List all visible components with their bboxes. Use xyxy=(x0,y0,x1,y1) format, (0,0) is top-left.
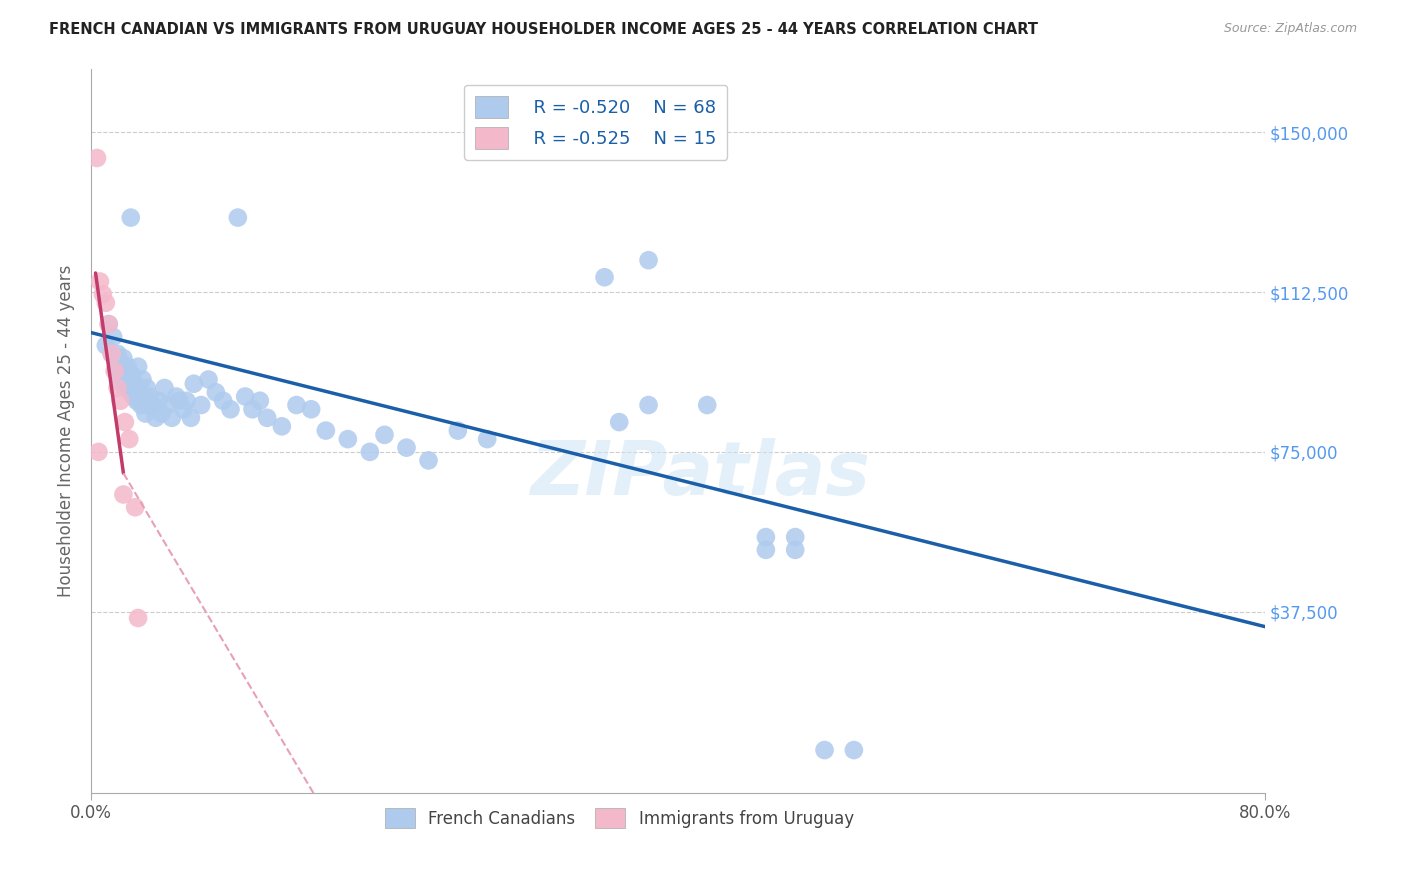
Point xyxy=(138,398,160,412)
Text: FRENCH CANADIAN VS IMMIGRANTS FROM URUGUAY HOUSEHOLDER INCOME AGES 25 - 44 YEARS: FRENCH CANADIAN VS IMMIGRANTS FROM URUGU… xyxy=(49,22,1038,37)
Point xyxy=(132,393,155,408)
Point xyxy=(107,347,129,361)
Point xyxy=(150,407,173,421)
Point xyxy=(148,393,170,408)
Point xyxy=(110,355,132,369)
Legend: French Canadians, Immigrants from Uruguay: French Canadians, Immigrants from Urugua… xyxy=(378,801,860,835)
Point xyxy=(226,211,249,225)
Point xyxy=(395,441,418,455)
Point xyxy=(359,445,381,459)
Point xyxy=(173,402,195,417)
Point xyxy=(129,398,152,412)
Point xyxy=(118,432,141,446)
Point xyxy=(118,372,141,386)
Y-axis label: Householder Income Ages 25 - 44 years: Householder Income Ages 25 - 44 years xyxy=(58,264,75,597)
Point xyxy=(256,410,278,425)
Point xyxy=(813,743,835,757)
Point xyxy=(755,530,778,544)
Point xyxy=(94,338,117,352)
Point xyxy=(104,364,127,378)
Point xyxy=(285,398,308,412)
Point xyxy=(180,410,202,425)
Point xyxy=(94,295,117,310)
Point xyxy=(197,372,219,386)
Point xyxy=(131,372,153,386)
Text: ZIPatlas: ZIPatlas xyxy=(531,438,872,510)
Point xyxy=(637,398,659,412)
Point xyxy=(125,393,148,408)
Point xyxy=(127,359,149,374)
Point xyxy=(105,359,128,374)
Point xyxy=(477,432,499,446)
Point xyxy=(91,287,114,301)
Point xyxy=(156,398,179,412)
Point xyxy=(86,151,108,165)
Point xyxy=(115,381,138,395)
Point xyxy=(114,364,136,378)
Point xyxy=(242,402,264,417)
Point xyxy=(637,253,659,268)
Point xyxy=(122,390,145,404)
Point xyxy=(124,500,146,515)
Point xyxy=(124,376,146,391)
Point xyxy=(104,351,127,366)
Point xyxy=(607,415,630,429)
Point xyxy=(785,542,807,557)
Point xyxy=(112,487,135,501)
Point xyxy=(100,347,122,361)
Point xyxy=(183,376,205,391)
Point xyxy=(145,410,167,425)
Point xyxy=(336,432,359,446)
Point xyxy=(101,330,124,344)
Point xyxy=(89,275,111,289)
Point xyxy=(97,317,120,331)
Point xyxy=(373,427,395,442)
Point xyxy=(111,376,134,391)
Point xyxy=(128,385,150,400)
Point xyxy=(233,390,256,404)
Point xyxy=(134,407,156,421)
Point xyxy=(117,359,139,374)
Point xyxy=(212,393,235,408)
Point xyxy=(120,385,142,400)
Point xyxy=(153,381,176,395)
Point xyxy=(842,743,865,757)
Point xyxy=(87,445,110,459)
Point xyxy=(755,542,778,557)
Point xyxy=(299,402,322,417)
Point xyxy=(139,390,162,404)
Point xyxy=(205,385,228,400)
Point xyxy=(447,424,470,438)
Point xyxy=(785,530,807,544)
Point xyxy=(97,317,120,331)
Point xyxy=(165,390,187,404)
Point xyxy=(108,368,131,383)
Point xyxy=(120,211,142,225)
Point xyxy=(219,402,242,417)
Point xyxy=(160,410,183,425)
Point xyxy=(696,398,718,412)
Point xyxy=(142,398,165,412)
Point xyxy=(315,424,337,438)
Point xyxy=(121,368,143,383)
Point xyxy=(135,381,157,395)
Point xyxy=(110,393,132,408)
Point xyxy=(114,415,136,429)
Point xyxy=(249,393,271,408)
Text: Source: ZipAtlas.com: Source: ZipAtlas.com xyxy=(1223,22,1357,36)
Point xyxy=(593,270,616,285)
Point xyxy=(100,347,122,361)
Point xyxy=(270,419,292,434)
Point xyxy=(112,351,135,366)
Point xyxy=(127,611,149,625)
Point xyxy=(167,393,190,408)
Point xyxy=(190,398,212,412)
Point xyxy=(418,453,440,467)
Point xyxy=(176,393,198,408)
Point xyxy=(107,381,129,395)
